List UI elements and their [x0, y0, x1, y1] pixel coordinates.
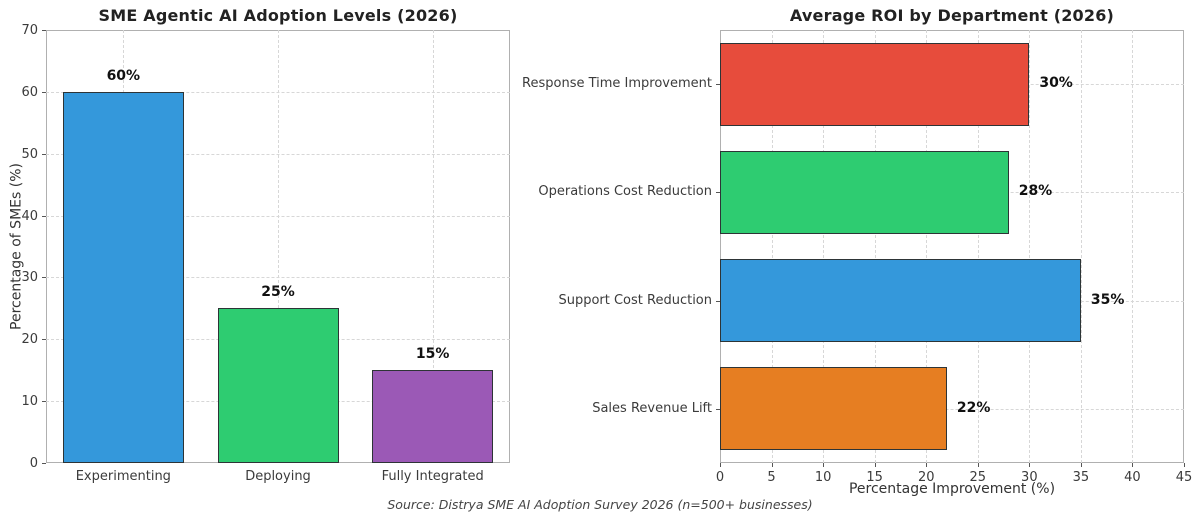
right-chart-xlabel: Percentage Improvement (%): [848, 481, 1056, 497]
x-tick-label-5: 5: [767, 470, 776, 485]
bar-response-time-improvement: [720, 42, 1030, 126]
value-label-fully-integrated: 15%: [415, 346, 450, 363]
bar-sales-revenue-lift: [720, 367, 947, 451]
category-label-fully-integrated: Fully Integrated: [381, 469, 484, 484]
y-tick-10: [42, 401, 46, 403]
gridline-v-30: [1029, 30, 1031, 463]
gridline-v-10: [823, 30, 825, 463]
value-label-experimenting: 60%: [106, 67, 141, 84]
y-tick-support-cost-reduction: [716, 300, 720, 302]
x-tick-label-10: 10: [814, 470, 832, 485]
y-tick-label-30: 30: [21, 270, 38, 286]
left-chart-ylabel: Percentage of SMEs (%): [8, 163, 25, 330]
left-chart-title: SME Agentic AI Adoption Levels (2026): [98, 6, 458, 25]
x-tick-label-20: 20: [917, 470, 935, 485]
x-tick-label-40: 40: [1124, 470, 1141, 485]
category-label-operations-cost-reduction: Operations Cost Reduction: [538, 184, 712, 200]
x-tick-label-45: 45: [1175, 470, 1193, 485]
y-tick-label-50: 50: [21, 146, 38, 162]
y-tick-label-20: 20: [21, 332, 38, 348]
value-label-operations-cost-reduction: 28%: [1018, 183, 1053, 200]
x-tick-label-15: 15: [866, 470, 883, 485]
x-tick-15: [874, 463, 876, 467]
y-tick-70: [42, 30, 46, 31]
gridline-v-deploying: [278, 30, 279, 463]
x-tick-label-30: 30: [1021, 470, 1038, 485]
x-tick-30: [1029, 463, 1031, 467]
y-tick-50: [42, 153, 46, 155]
category-label-deploying: Deploying: [245, 469, 311, 484]
y-tick-operations-cost-reduction: [716, 192, 720, 194]
category-label-sales-revenue-lift: Sales Revenue Lift: [592, 400, 712, 416]
gridline-v-35: [1080, 30, 1082, 463]
x-tick-45: [1184, 463, 1185, 467]
y-tick-sales-revenue-lift: [716, 408, 720, 410]
y-tick-30: [42, 277, 46, 279]
y-tick-response-time-improvement: [716, 84, 720, 86]
y-tick-label-0: 0: [29, 456, 38, 471]
gridline-v-40: [1132, 30, 1134, 463]
bar-operations-cost-reduction: [720, 150, 1009, 234]
value-label-support-cost-reduction: 35%: [1090, 291, 1125, 308]
x-tick-10: [823, 463, 825, 467]
gridline-h-sales-revenue-lift: [720, 408, 1184, 410]
bar-experimenting: [62, 91, 184, 463]
gridline-v-fully-integrated: [432, 30, 434, 463]
x-tick-0: [720, 463, 721, 467]
x-tick-label-35: 35: [1072, 470, 1090, 485]
y-tick-40: [42, 215, 46, 217]
y-tick-label-60: 60: [21, 84, 38, 100]
x-tick-40: [1132, 463, 1134, 467]
y-tick-20: [42, 339, 46, 341]
value-label-sales-revenue-lift: 22%: [956, 399, 991, 416]
y-tick-label-10: 10: [21, 394, 38, 410]
x-tick-5: [771, 463, 773, 467]
gridline-v-25: [977, 30, 979, 463]
x-tick-label-0: 0: [715, 470, 725, 485]
x-tick-25: [977, 463, 979, 467]
value-label-deploying: 25%: [261, 284, 295, 301]
y-tick-0: [42, 463, 46, 464]
category-label-response-time-improvement: Response Time Improvement: [522, 76, 712, 92]
x-tick-20: [926, 463, 928, 467]
value-label-response-time-improvement: 30%: [1039, 75, 1073, 92]
x-tick-35: [1080, 463, 1082, 467]
gridline-v-20: [926, 30, 928, 463]
bar-fully-integrated: [372, 370, 494, 463]
bar-support-cost-reduction: [720, 259, 1081, 343]
bar-deploying: [217, 308, 339, 463]
y-tick-label-70: 70: [21, 23, 38, 38]
source-note: Source: Distrya SME AI Adoption Survey 2…: [387, 497, 813, 512]
category-label-support-cost-reduction: Support Cost Reduction: [558, 292, 712, 308]
gridline-v-5: [771, 30, 773, 463]
y-tick-label-40: 40: [21, 208, 38, 224]
gridline-v-15: [874, 30, 876, 463]
x-tick-label-25: 25: [969, 470, 987, 485]
y-tick-60: [42, 91, 46, 93]
right-chart-title: Average ROI by Department (2026): [789, 6, 1115, 25]
category-label-experimenting: Experimenting: [75, 469, 171, 484]
